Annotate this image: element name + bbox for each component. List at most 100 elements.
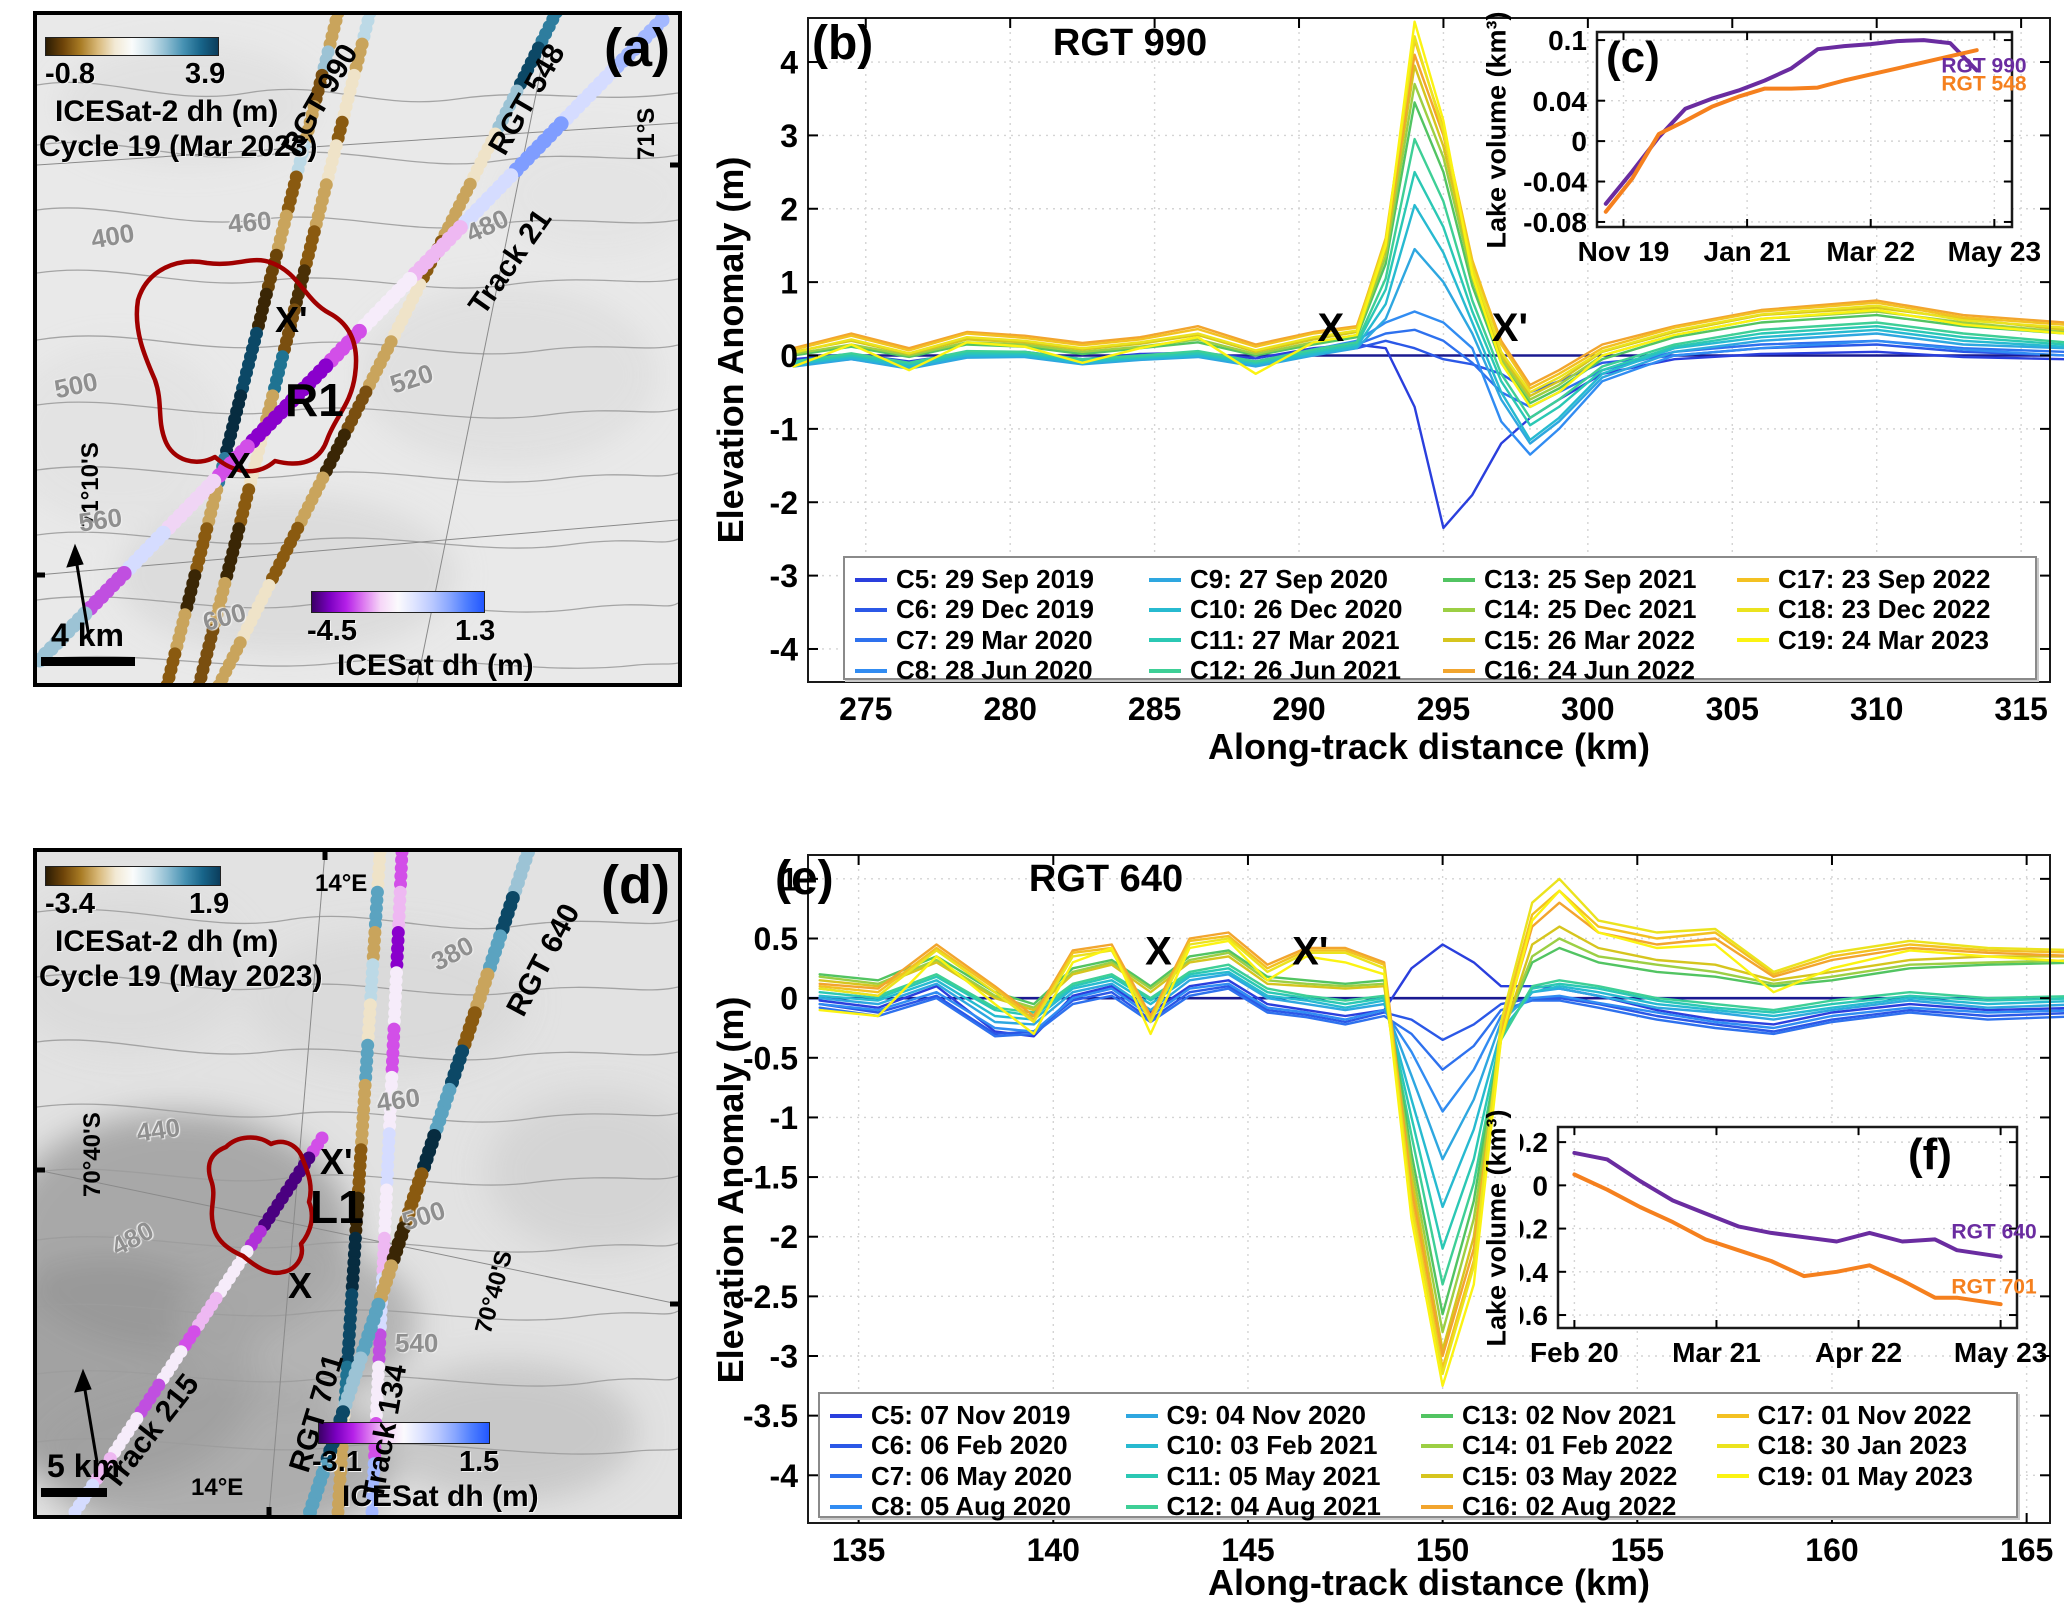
colorbar-subtitle: Cycle 19 (Mar 2023) bbox=[39, 130, 318, 163]
y-tick-label: 0.5 bbox=[754, 921, 798, 957]
legend-label: C16: 02 Aug 2022 bbox=[1462, 1490, 1677, 1521]
map-panel-d: -3.4 1.9 ICESat-2 dh (m) Cycle 19 (May 2… bbox=[33, 848, 682, 1519]
panel-letter-e: (e) bbox=[775, 852, 834, 905]
x-tick-label: May 23 bbox=[1954, 1337, 2047, 1368]
legend-item: C15: 26 Mar 2022 bbox=[1443, 626, 1737, 654]
legend-label: C5: 07 Nov 2019 bbox=[871, 1400, 1071, 1430]
colorbar-max: 3.9 bbox=[185, 58, 226, 90]
legend-column: C5: 07 Nov 2019 C6: 06 Feb 2020 C7: 06 May… bbox=[830, 1400, 1126, 1521]
legend-swatch bbox=[1737, 577, 1769, 582]
legend-column: C13: 02 Nov 2021 C14: 01 Feb 2022 C15: 03 … bbox=[1421, 1400, 1717, 1521]
y-tick-label: 0 bbox=[780, 338, 798, 374]
legend-label: C10: 03 Feb 2021 bbox=[1166, 1430, 1378, 1461]
legend-item: C19: 24 Mar 2023 bbox=[1737, 626, 2031, 654]
cycle-legend: C5: 29 Sep 2019 C6: 29 Dec 2019 C7: 29 Mar… bbox=[843, 556, 2037, 684]
legend-label: C13: 02 Nov 2021 bbox=[1462, 1400, 1676, 1430]
legend-swatch bbox=[1149, 668, 1181, 673]
map-panel-a: -0.8 3.9 ICESat-2 dh (m) Cycle 19 (Mar 2… bbox=[33, 11, 682, 687]
colorbar-max: 1.3 bbox=[455, 615, 496, 647]
colorbar-subtitle: Cycle 19 (May 2023) bbox=[39, 960, 323, 993]
legend-column: C13: 25 Sep 2021 C14: 25 Dec 2021 C15: 26 … bbox=[1443, 565, 1737, 685]
legend-item: C16: 24 Jun 2022 bbox=[1443, 654, 1737, 685]
legend-item: C5: 07 Nov 2019 bbox=[830, 1400, 1126, 1430]
legend-label: C14: 01 Feb 2022 bbox=[1462, 1430, 1674, 1461]
chart-title-rgt640: RGT 640 bbox=[1028, 858, 1184, 900]
y-tick-label: -1.5 bbox=[743, 1160, 798, 1196]
latitude-ticks bbox=[37, 162, 678, 578]
y-tick-label: -0.08 bbox=[1523, 207, 1587, 238]
track-bead-rgt701 bbox=[331, 1505, 345, 1515]
y-tick-label: -1 bbox=[770, 411, 798, 447]
profile-marker-X': X' bbox=[1292, 930, 1328, 974]
legend-swatch bbox=[1443, 638, 1475, 643]
colorbar-title: ICESat-2 dh (m) bbox=[55, 95, 279, 128]
contour-label-460: 460 bbox=[226, 205, 273, 239]
series-RGT 548 bbox=[1603, 48, 1979, 214]
legend-item: C10: 03 Feb 2021 bbox=[1125, 1430, 1422, 1461]
y-tick-label: 0 bbox=[1571, 126, 1587, 157]
legend-swatch bbox=[1737, 638, 1769, 643]
y-tick-label: 0 bbox=[1532, 1170, 1548, 1201]
legend-swatch bbox=[1421, 1474, 1453, 1479]
x-tick-label: 135 bbox=[832, 1532, 885, 1568]
series-C9: 27 Sep 2020 bbox=[792, 247, 2064, 445]
legend-item: C14: 01 Feb 2022 bbox=[1421, 1430, 1717, 1461]
legend-item: C16: 02 Aug 2022 bbox=[1421, 1490, 1717, 1521]
legend-label: C6: 06 Feb 2020 bbox=[871, 1430, 1068, 1461]
map-label-x: X bbox=[288, 1265, 313, 1306]
y-tick-label: -2.5 bbox=[743, 1279, 798, 1315]
legend-label: C16: 24 Jun 2022 bbox=[1484, 654, 1696, 685]
map-label-14-e: 14°E bbox=[191, 1474, 244, 1501]
series-C7: 06 May 2020 bbox=[818, 987, 2064, 1071]
legend-label: C5: 29 Sep 2019 bbox=[896, 564, 1095, 594]
y-tick-label: 0.2 bbox=[1520, 1214, 1548, 1245]
legend-swatch bbox=[1149, 638, 1181, 643]
x-tick-label: 150 bbox=[1416, 1532, 1469, 1568]
series-RGT 701 bbox=[1572, 1172, 2003, 1307]
panel-letter-c: (c) bbox=[1606, 33, 1660, 82]
legend-item: C5: 29 Sep 2019 bbox=[855, 564, 1149, 594]
legend-swatch bbox=[1421, 1443, 1453, 1448]
legend-swatch bbox=[830, 1504, 862, 1509]
y-tick-label: -1 bbox=[770, 1100, 798, 1136]
profile-marker-X: X bbox=[1317, 306, 1344, 350]
x-tick-label: 300 bbox=[1561, 691, 1614, 727]
y-tick-label: 4 bbox=[780, 45, 798, 81]
map-label-l1: L1 bbox=[310, 1181, 364, 1233]
contour-lines bbox=[37, 908, 678, 1455]
contour-label-560: 560 bbox=[76, 501, 124, 538]
axes-box bbox=[807, 17, 2051, 683]
y-tick-label: -0.04 bbox=[1523, 167, 1587, 198]
legend-label: C12: 04 Aug 2021 bbox=[1166, 1490, 1381, 1521]
latitude-ticks bbox=[37, 852, 678, 1515]
legend-item: C15: 03 May 2022 bbox=[1421, 1462, 1717, 1490]
map-label-71-s: 71°S bbox=[633, 107, 660, 160]
x-tick-label: 315 bbox=[1994, 691, 2047, 727]
x-tick-label: 290 bbox=[1272, 691, 1325, 727]
series-C15: 26 Mar 2022 bbox=[792, 64, 2064, 398]
colorbar-min: -3.4 bbox=[45, 888, 95, 920]
legend-label: C8: 05 Aug 2020 bbox=[871, 1490, 1071, 1521]
legend-swatch bbox=[1125, 1413, 1158, 1418]
x-tick-label: Feb 20 bbox=[1530, 1337, 1619, 1368]
x-tick-label: 145 bbox=[1221, 1532, 1274, 1568]
legend-swatch bbox=[830, 1413, 862, 1418]
legend-item: C18: 23 Dec 2022 bbox=[1737, 595, 2031, 623]
scale-label: 5 km bbox=[47, 1448, 120, 1484]
legend-swatch bbox=[855, 607, 887, 612]
legend-item: C11: 27 Mar 2021 bbox=[1149, 626, 1443, 654]
legend-item: C14: 25 Dec 2021 bbox=[1443, 595, 1737, 623]
x-tick-label: Apr 22 bbox=[1815, 1337, 1902, 1368]
lake-volume-inset-f: Feb 20 Mar 21 Apr 22 May 23 0.2 0 0.2 0.4 0.6 RGT… bbox=[1520, 1125, 2047, 1368]
legend-item: C7: 06 May 2020 bbox=[830, 1462, 1126, 1490]
x-tick-label: Jan 21 bbox=[1704, 236, 1791, 267]
x-tick-label: 140 bbox=[1027, 1532, 1080, 1568]
profile-marker-X': X' bbox=[1492, 306, 1528, 350]
legend-item: C8: 05 Aug 2020 bbox=[830, 1490, 1126, 1521]
series-C16: 24 Jun 2022 bbox=[792, 53, 2064, 387]
axes-box bbox=[1556, 1125, 2019, 1330]
legend-label: C7: 29 Mar 2020 bbox=[896, 624, 1093, 655]
y-axis-label: Elevation Anomaly (m) bbox=[710, 156, 751, 544]
legend-label: C12: 26 Jun 2021 bbox=[1190, 654, 1402, 685]
